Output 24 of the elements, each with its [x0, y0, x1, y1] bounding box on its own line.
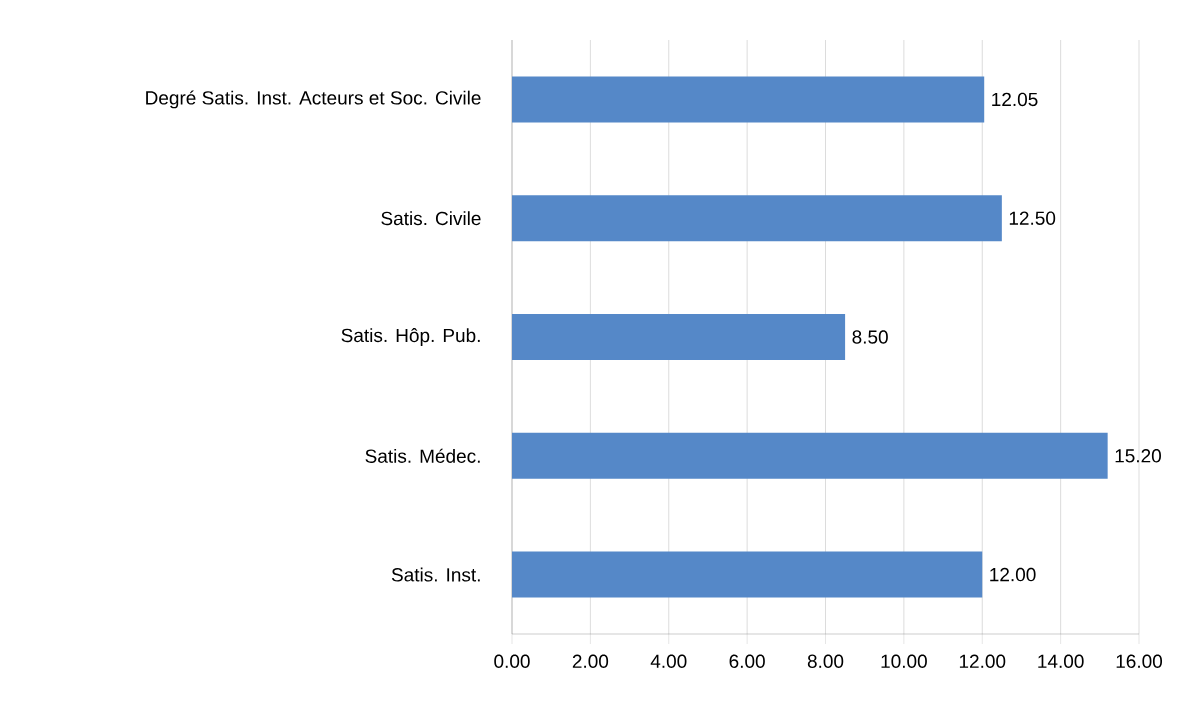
x-tick-label: 8.00 — [807, 654, 844, 668]
x-tick-label: 10.00 — [881, 654, 927, 668]
x-tick-label: 4.00 — [650, 654, 687, 668]
y-tick-label: Degré Satis. Inst. Acteurs et Soc. Civile — [146, 90, 481, 109]
y-tick-label: Satis. Inst. — [391, 567, 480, 582]
x-tick-label: 0.00 — [494, 654, 530, 668]
x-tick-label: 2.00 — [572, 654, 609, 668]
y-tick-label: Satis. Civile — [381, 211, 481, 226]
data-label: 12.50 — [1009, 211, 1056, 225]
bar — [512, 76, 985, 123]
bar — [512, 432, 1108, 479]
x-tick-label: 6.00 — [729, 654, 765, 668]
x-tick-label: 14.00 — [1038, 654, 1084, 668]
data-label: 12.00 — [990, 567, 1036, 582]
data-label: 12.05 — [992, 92, 1038, 107]
y-tick-label: Satis. Hôp. Pub. — [341, 328, 480, 346]
bar — [512, 314, 846, 360]
data-label: 15.20 — [1115, 449, 1161, 463]
y-tick-label: Satis. Médec. — [365, 448, 480, 463]
bar — [512, 195, 1002, 242]
x-tick-label: 12.00 — [959, 654, 1006, 668]
data-label: 8.50 — [852, 330, 888, 344]
x-tick-label: 16.00 — [1116, 654, 1163, 668]
bar — [512, 551, 983, 598]
